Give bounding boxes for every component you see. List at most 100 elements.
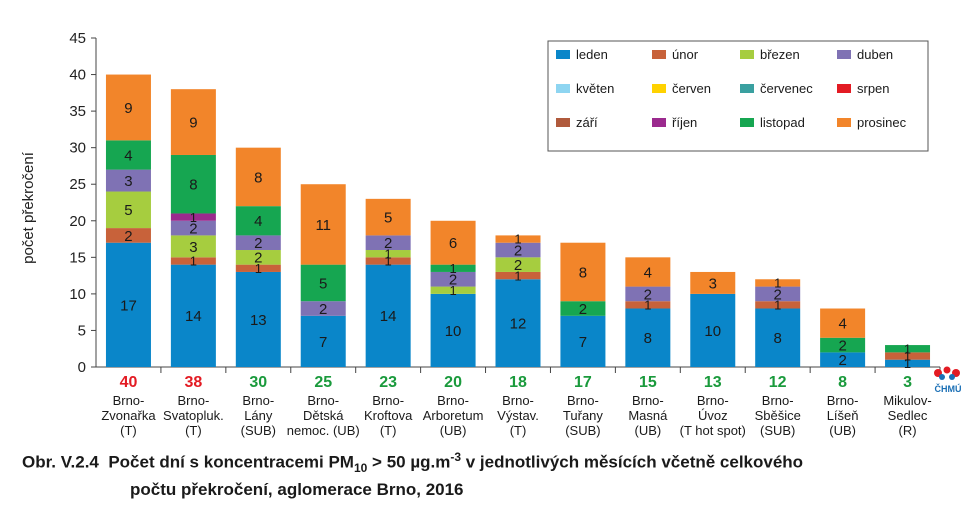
caption-text-1: Počet dní s koncentracemi PM bbox=[108, 452, 354, 472]
bar-segment bbox=[300, 315, 346, 367]
caption-superscript: -3 bbox=[450, 450, 462, 464]
legend-box bbox=[547, 40, 929, 152]
x-axis-labels: 40Brno-Zvonařka(T)38Brno-Svatopluk.(T)30… bbox=[101, 367, 941, 438]
bar-segment bbox=[430, 220, 476, 265]
bar-value-label: 2 bbox=[774, 286, 782, 303]
x-category-label: Úvoz bbox=[698, 408, 728, 423]
bar-value-label: 9 bbox=[124, 100, 132, 117]
bar-segment bbox=[170, 154, 216, 214]
bar-value-label: 8 bbox=[774, 330, 782, 347]
bar-segment bbox=[105, 191, 151, 229]
bar-segment bbox=[755, 308, 801, 367]
bar-segment bbox=[625, 301, 671, 309]
legend-label: květen bbox=[576, 81, 614, 96]
bar-segment bbox=[235, 250, 281, 265]
x-category-label: Mikulov- bbox=[883, 393, 931, 408]
x-category-label: (T) bbox=[380, 423, 397, 438]
y-tick-label: 0 bbox=[78, 359, 86, 376]
data-labels: 1725349141321891312248725111411251012161… bbox=[120, 100, 911, 371]
legend-label: srpen bbox=[857, 81, 890, 96]
bar-value-label: 5 bbox=[124, 202, 132, 219]
bar-value-label: 10 bbox=[445, 323, 462, 340]
y-axis-title: počet překročení bbox=[20, 151, 37, 264]
bar-value-label: 8 bbox=[189, 177, 197, 194]
x-category-label: (T) bbox=[510, 423, 527, 438]
bar-value-label: 3 bbox=[189, 239, 197, 256]
bar-segment bbox=[430, 293, 476, 367]
total-label: 23 bbox=[379, 374, 397, 391]
bar-value-label: 5 bbox=[384, 210, 392, 227]
y-tick-label: 25 bbox=[69, 176, 86, 193]
bar-segment bbox=[495, 257, 541, 272]
bar-value-label: 2 bbox=[644, 286, 652, 303]
bar-value-label: 2 bbox=[514, 257, 522, 274]
bar-value-label: 1 bbox=[514, 268, 521, 283]
legend-swatch bbox=[652, 84, 666, 93]
y-tick-label: 35 bbox=[69, 103, 86, 120]
legend-swatch bbox=[556, 50, 570, 59]
total-label: 25 bbox=[314, 374, 332, 391]
legend-label: listopad bbox=[760, 115, 805, 130]
x-category-label: (R) bbox=[899, 423, 917, 438]
bar-segment bbox=[430, 264, 476, 272]
bar-segment bbox=[105, 228, 151, 243]
bar-segment bbox=[170, 264, 216, 367]
legend-label: červen bbox=[672, 81, 711, 96]
x-category-label: Brno- bbox=[177, 393, 209, 408]
x-category-label: Brno- bbox=[437, 393, 469, 408]
legend-label: leden bbox=[576, 47, 608, 62]
bar-value-label: 11 bbox=[315, 217, 331, 234]
bar-value-label: 8 bbox=[644, 330, 652, 347]
bar-segment bbox=[495, 242, 541, 258]
bar-segment bbox=[365, 235, 411, 251]
bar-value-label: 3 bbox=[709, 275, 717, 292]
bar-value-label: 4 bbox=[124, 147, 132, 164]
bar-value-label: 2 bbox=[449, 272, 457, 289]
total-label: 15 bbox=[639, 374, 657, 391]
bar-value-label: 2 bbox=[579, 301, 587, 318]
bar-segment bbox=[300, 184, 346, 265]
legend-label: únor bbox=[672, 47, 699, 62]
bar-segment bbox=[430, 271, 476, 287]
x-category-label: Arboretum bbox=[423, 408, 484, 423]
y-tick-label: 45 bbox=[69, 30, 86, 47]
bar-value-label: 2 bbox=[838, 337, 846, 354]
bar-segment bbox=[170, 257, 216, 265]
bar-segment bbox=[235, 206, 281, 236]
x-category-label: Brno- bbox=[697, 393, 729, 408]
y-tick-label: 20 bbox=[69, 213, 86, 230]
x-category-label: Brno- bbox=[762, 393, 794, 408]
caption-text-3: v jednotlivých měsících včetně celkového bbox=[461, 452, 804, 472]
bar-value-label: 1 bbox=[255, 261, 262, 276]
bar-segment bbox=[560, 242, 606, 302]
bar-segment bbox=[105, 140, 151, 170]
x-category-label: (UB) bbox=[440, 423, 467, 438]
bar-segment bbox=[430, 286, 476, 294]
bar-value-label: 9 bbox=[189, 114, 197, 131]
total-label: 30 bbox=[249, 374, 267, 391]
x-category-label: Lány bbox=[244, 408, 273, 423]
caption-text-2: > 50 µg.m bbox=[367, 452, 451, 472]
bar-segment bbox=[170, 213, 216, 221]
bar-value-label: 2 bbox=[384, 235, 392, 252]
x-category-label: Brno- bbox=[827, 393, 859, 408]
x-category-label: Brno- bbox=[372, 393, 404, 408]
bar-segment bbox=[560, 301, 606, 316]
total-label: 40 bbox=[120, 374, 138, 391]
bar-value-label: 2 bbox=[838, 352, 846, 369]
bar-value-label: 1 bbox=[774, 298, 781, 313]
bar-segment bbox=[820, 337, 866, 353]
bar-value-label: 12 bbox=[510, 316, 527, 333]
x-category-label: Líšeň bbox=[827, 408, 859, 423]
x-category-label: Tuřany bbox=[563, 408, 603, 423]
bar-value-label: 1 bbox=[644, 298, 651, 313]
x-category-label: Kroftova bbox=[364, 408, 413, 423]
bar-segment bbox=[755, 301, 801, 309]
bar-segment bbox=[105, 74, 151, 141]
x-category-label: Svatopluk. bbox=[163, 408, 224, 423]
x-category-label: (UB) bbox=[829, 423, 856, 438]
total-label: 13 bbox=[704, 374, 722, 391]
bar-segment bbox=[235, 235, 281, 251]
bars bbox=[105, 74, 931, 367]
y-tick-label: 10 bbox=[69, 286, 86, 303]
